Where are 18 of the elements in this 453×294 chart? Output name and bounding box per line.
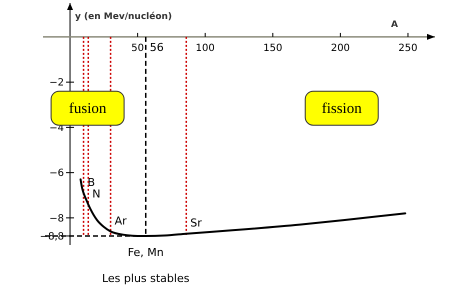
y-tick-label: −8 — [49, 213, 64, 224]
ref-line-label: 56 — [150, 40, 164, 54]
annotation: Fe, Mn — [128, 246, 164, 259]
y-tick-label: −2 — [49, 78, 64, 89]
ref-line-label: Ar — [114, 214, 128, 228]
ref-line-label: Sr — [190, 216, 202, 230]
x-tick-label: 50 — [131, 42, 144, 54]
text: Les plus stables — [102, 272, 190, 285]
ref-line-label: N — [92, 187, 101, 200]
x-tick-label: 150 — [263, 42, 282, 54]
x-tick-label: 200 — [330, 42, 350, 54]
x-tick-label: 100 — [196, 42, 215, 54]
y-tick-label: −6 — [49, 168, 64, 180]
x-axis-title: A — [390, 20, 398, 30]
y-axis-title: y (en Mev/nucléon) — [75, 11, 172, 22]
x-tick-label: 250 — [398, 42, 418, 54]
annotation: fission — [322, 101, 362, 118]
annotation: fusion — [68, 101, 107, 118]
